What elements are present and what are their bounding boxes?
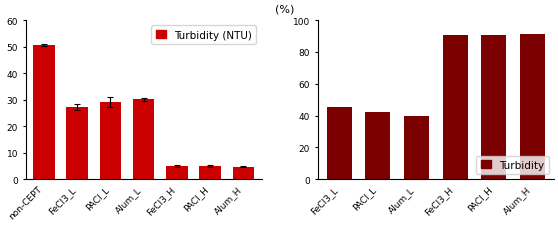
Bar [133, 100, 155, 180]
Bar [66, 107, 88, 180]
Bar [99, 102, 121, 180]
Bar [482, 36, 507, 180]
Legend: Turbidity (NTU): Turbidity (NTU) [151, 26, 257, 45]
Bar [199, 166, 221, 180]
Bar [326, 107, 352, 180]
Bar [442, 36, 468, 180]
Bar [520, 35, 545, 180]
Bar [365, 113, 391, 180]
Bar [233, 167, 254, 180]
Text: (%): (%) [275, 5, 295, 15]
Bar [33, 46, 55, 180]
Legend: Turbidity: Turbidity [477, 156, 549, 174]
Bar [166, 166, 187, 180]
Bar [404, 116, 429, 180]
